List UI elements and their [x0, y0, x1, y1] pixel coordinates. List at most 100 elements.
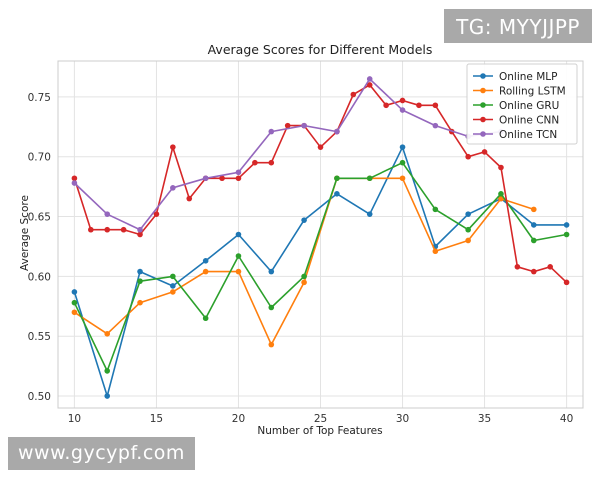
x-tick-label: 20: [232, 413, 245, 425]
data-point-online-cnn: [153, 211, 160, 217]
data-point-online-cnn: [416, 102, 422, 109]
data-point-online-mlp: [465, 211, 471, 217]
data-point-online-cnn: [268, 159, 275, 166]
watermark-top: TG: MYYJJPP: [444, 9, 592, 43]
data-point-online-mlp: [170, 283, 176, 289]
data-point-online-mlp: [334, 191, 340, 197]
legend-swatch-marker: [480, 87, 486, 94]
data-point-rolling-lstm: [530, 206, 537, 213]
data-point-online-gru: [465, 226, 471, 233]
data-point-online-cnn: [104, 226, 111, 233]
y-tick-label: 0.75: [28, 92, 51, 104]
data-point-online-tcn: [71, 180, 78, 186]
data-point-online-mlp: [235, 231, 242, 238]
data-point-online-cnn: [186, 195, 193, 202]
data-point-rolling-lstm: [301, 279, 307, 286]
x-tick-label: 35: [478, 413, 491, 425]
data-point-online-gru: [170, 273, 176, 280]
x-tick-label: 30: [396, 413, 409, 425]
data-point-rolling-lstm: [170, 289, 176, 295]
legend-label: Online CNN: [499, 115, 559, 127]
legend-item-rolling-lstm: Rolling LSTM: [473, 86, 566, 98]
data-point-rolling-lstm: [235, 268, 242, 275]
data-point-online-cnn: [383, 102, 389, 109]
series-line-rolling-lstm: [73, 177, 535, 346]
y-tick-label: 0.70: [28, 152, 51, 164]
y-tick-label: 0.65: [28, 212, 51, 224]
legend-box: [466, 63, 578, 145]
data-point-online-gru: [301, 273, 307, 280]
legend-item-online-gru: Online GRU: [473, 100, 559, 112]
data-point-online-tcn: [202, 175, 209, 182]
plot-frame: [57, 60, 584, 409]
series-online-gru: [71, 159, 570, 374]
data-point-online-mlp: [301, 217, 307, 223]
watermark-bottom: www.gycypf.com: [8, 437, 195, 470]
data-point-online-cnn: [481, 149, 488, 155]
series-rolling-lstm: [71, 175, 537, 348]
data-point-online-mlp: [104, 393, 111, 399]
data-point-online-cnn: [498, 164, 504, 171]
data-point-online-mlp: [366, 211, 373, 217]
legend-item-online-tcn: Online TCN: [473, 129, 557, 141]
data-point-online-tcn: [104, 211, 111, 217]
legend-swatch-marker: [480, 73, 486, 79]
data-point-online-cnn: [465, 153, 471, 160]
data-point-online-mlp: [399, 144, 406, 150]
data-point-online-cnn: [530, 268, 537, 275]
data-point-online-gru: [71, 299, 78, 306]
data-point-online-tcn: [432, 122, 439, 129]
y-tick-label: 0.50: [28, 391, 51, 403]
data-point-online-cnn: [219, 175, 225, 182]
data-point-online-mlp: [530, 222, 537, 228]
series-online-tcn: [71, 76, 504, 233]
data-point-online-cnn: [88, 226, 94, 233]
data-point-online-gru: [563, 231, 570, 238]
data-point-rolling-lstm: [137, 299, 143, 306]
legend-label: Rolling LSTM: [499, 86, 566, 98]
legend: Online MLP Rolling LSTM Online GRU Online C…: [466, 63, 578, 145]
data-point-online-cnn: [252, 159, 258, 166]
y-tick-label: 0.60: [28, 271, 51, 283]
data-point-online-tcn: [268, 128, 275, 135]
data-point-online-gru: [399, 159, 406, 166]
data-point-online-tcn: [137, 226, 143, 233]
data-point-online-cnn: [514, 264, 521, 270]
legend-label: Online GRU: [499, 100, 559, 112]
legend-swatch-marker: [480, 102, 486, 108]
x-tick-label: 40: [560, 413, 573, 425]
data-point-online-gru: [104, 368, 111, 374]
data-point-online-mlp: [268, 268, 275, 275]
data-point-rolling-lstm: [104, 331, 111, 337]
x-tick-label: 15: [150, 413, 163, 425]
data-point-rolling-lstm: [465, 237, 471, 244]
legend-item-online-mlp: Online MLP: [473, 71, 557, 83]
data-point-online-cnn: [547, 264, 553, 270]
data-point-online-mlp: [71, 289, 78, 295]
data-point-online-mlp: [202, 258, 209, 264]
data-point-online-gru: [137, 278, 143, 284]
data-point-online-cnn: [120, 226, 127, 233]
data-point-online-tcn: [235, 169, 242, 176]
legend-item-online-cnn: Online CNN: [473, 115, 559, 127]
data-point-online-cnn: [317, 144, 324, 150]
x-tick-label: 10: [68, 413, 81, 425]
data-point-rolling-lstm: [268, 341, 275, 348]
y-axis-label: Average Score: [19, 195, 31, 271]
data-point-online-gru: [268, 304, 275, 311]
data-point-online-cnn: [399, 97, 406, 104]
data-point-online-gru: [432, 206, 439, 213]
data-point-rolling-lstm: [432, 248, 439, 255]
data-point-online-mlp: [137, 268, 143, 275]
data-point-online-cnn: [366, 82, 373, 88]
data-point-online-gru: [498, 191, 504, 197]
data-point-online-cnn: [432, 102, 439, 109]
data-point-online-gru: [530, 237, 537, 244]
data-point-online-tcn: [366, 76, 373, 82]
data-point-online-gru: [235, 253, 242, 259]
data-point-online-cnn: [71, 175, 78, 182]
data-point-online-gru: [334, 175, 340, 182]
data-point-rolling-lstm: [498, 195, 504, 202]
